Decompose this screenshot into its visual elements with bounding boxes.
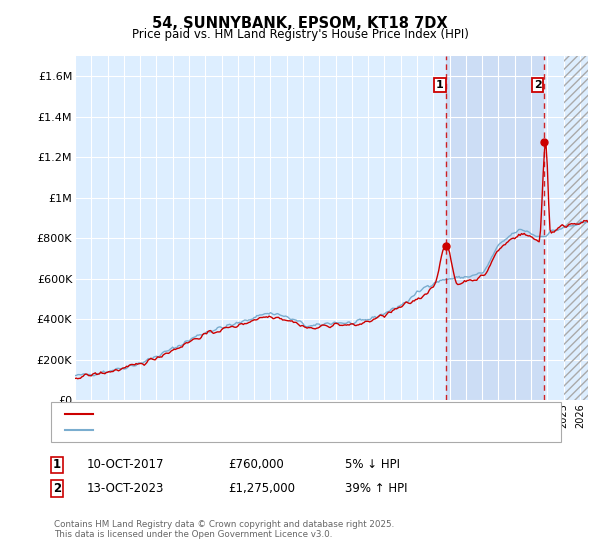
Bar bbox=[446, 56, 544, 400]
Text: 2: 2 bbox=[53, 482, 61, 495]
Text: 2: 2 bbox=[533, 80, 541, 90]
Text: 1: 1 bbox=[53, 458, 61, 472]
Text: Contains HM Land Registry data © Crown copyright and database right 2025.
This d: Contains HM Land Registry data © Crown c… bbox=[54, 520, 394, 539]
Bar bbox=[563, 56, 588, 400]
Text: 39% ↑ HPI: 39% ↑ HPI bbox=[345, 482, 407, 495]
Text: 54, SUNNYBANK, EPSOM, KT18 7DX: 54, SUNNYBANK, EPSOM, KT18 7DX bbox=[152, 16, 448, 31]
Text: 13-OCT-2023: 13-OCT-2023 bbox=[87, 482, 164, 495]
Text: Price paid vs. HM Land Registry's House Price Index (HPI): Price paid vs. HM Land Registry's House … bbox=[131, 28, 469, 41]
Text: 54, SUNNYBANK, EPSOM, KT18 7DX (detached house): 54, SUNNYBANK, EPSOM, KT18 7DX (detached… bbox=[99, 409, 379, 419]
Text: 1: 1 bbox=[436, 80, 444, 90]
Text: £1,275,000: £1,275,000 bbox=[228, 482, 295, 495]
Text: 10-OCT-2017: 10-OCT-2017 bbox=[87, 458, 164, 472]
Text: 5% ↓ HPI: 5% ↓ HPI bbox=[345, 458, 400, 472]
Text: HPI: Average price, detached house, Epsom and Ewell: HPI: Average price, detached house, Epso… bbox=[99, 424, 380, 435]
Bar bbox=[563, 56, 588, 400]
Text: £760,000: £760,000 bbox=[228, 458, 284, 472]
